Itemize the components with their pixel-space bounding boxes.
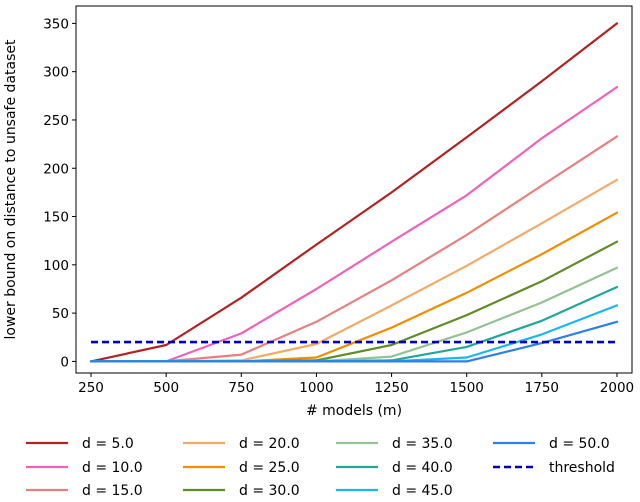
x-tick-label: 1250 xyxy=(374,380,408,396)
y-tick-label: 50 xyxy=(52,306,69,322)
legend-label: d = 45.0 xyxy=(392,483,453,499)
legend-label: d = 10.0 xyxy=(82,460,143,476)
legend-label: d = 25.0 xyxy=(239,460,300,476)
y-tick-label: 0 xyxy=(60,354,69,370)
legend-label: d = 40.0 xyxy=(392,460,453,476)
legend-label: d = 50.0 xyxy=(549,436,610,452)
y-tick-label: 150 xyxy=(43,210,69,226)
x-axis-title: # models (m) xyxy=(306,403,402,419)
plot-area xyxy=(89,22,619,363)
series-line-4 xyxy=(89,178,619,363)
series-line-10 xyxy=(89,320,619,363)
plot-frame xyxy=(75,5,633,374)
legend-label: d = 15.0 xyxy=(82,483,143,499)
series-line-1 xyxy=(89,22,619,363)
x-tick-label: 1750 xyxy=(525,380,559,396)
axes: lower bound on distance to unsafe datase… xyxy=(3,5,634,419)
legend: d = 5.0 d = 10.0 d = 15.0 d = 20.0 d = 25.0 d… xyxy=(26,436,615,499)
x-tick-label: 2000 xyxy=(600,380,634,396)
y-tick-label: 350 xyxy=(43,16,69,32)
legend-label: threshold xyxy=(549,460,615,476)
legend-label: d = 5.0 xyxy=(82,436,134,452)
y-axis-title: lower bound on distance to unsafe datase… xyxy=(3,39,19,339)
x-tick-label: 1000 xyxy=(299,380,333,396)
series-line-2 xyxy=(89,85,619,363)
x-tick-label: 1500 xyxy=(450,380,484,396)
legend-label: d = 20.0 xyxy=(239,436,300,452)
x-tick-label: 750 xyxy=(228,380,254,396)
series-line-7 xyxy=(89,266,619,363)
y-tick-label: 200 xyxy=(43,161,69,177)
series-line-3 xyxy=(89,135,619,363)
y-tick-label: 300 xyxy=(43,65,69,81)
y-tick-label: 250 xyxy=(43,113,69,129)
x-tick-label: 250 xyxy=(78,380,104,396)
y-tick-label: 100 xyxy=(43,258,69,274)
series-line-5 xyxy=(89,211,619,363)
x-tick-label: 500 xyxy=(153,380,179,396)
legend-label: d = 35.0 xyxy=(392,436,453,452)
legend-label: d = 30.0 xyxy=(239,483,300,499)
